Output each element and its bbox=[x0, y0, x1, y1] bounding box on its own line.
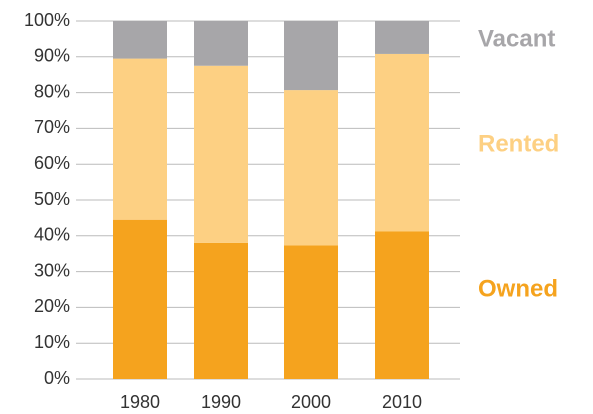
y-tick-label: 60% bbox=[34, 153, 70, 173]
x-tick-label: 1990 bbox=[201, 392, 241, 412]
bar-segment bbox=[375, 231, 429, 379]
x-tick-label: 2000 bbox=[291, 392, 331, 412]
y-tick-label: 20% bbox=[34, 296, 70, 316]
y-tick-label: 30% bbox=[34, 260, 70, 280]
legend-label: Owned bbox=[478, 275, 558, 302]
bar-segment bbox=[194, 65, 248, 243]
x-tick-label: 1980 bbox=[120, 392, 160, 412]
x-tick-label: 2010 bbox=[382, 392, 422, 412]
bar-segment bbox=[113, 219, 167, 379]
bar-segment bbox=[113, 21, 167, 59]
y-tick-label: 50% bbox=[34, 189, 70, 209]
bar-segment bbox=[113, 58, 167, 220]
y-tick-label: 70% bbox=[34, 117, 70, 137]
bar-segment bbox=[194, 21, 248, 66]
legend-label: Rented bbox=[478, 130, 559, 157]
y-tick-label: 10% bbox=[34, 332, 70, 352]
bar-segment bbox=[284, 21, 338, 91]
y-tick-label: 0% bbox=[44, 368, 70, 388]
legend-label: Vacant bbox=[478, 25, 555, 52]
y-tick-label: 90% bbox=[34, 46, 70, 66]
bar-segment bbox=[375, 21, 429, 54]
bar-segment bbox=[284, 245, 338, 379]
y-tick-label: 80% bbox=[34, 81, 70, 101]
bar-segment bbox=[284, 90, 338, 246]
bar-segment bbox=[375, 53, 429, 232]
y-tick-label: 100% bbox=[24, 10, 70, 30]
bar-segment bbox=[194, 242, 248, 379]
y-tick-label: 40% bbox=[34, 225, 70, 245]
